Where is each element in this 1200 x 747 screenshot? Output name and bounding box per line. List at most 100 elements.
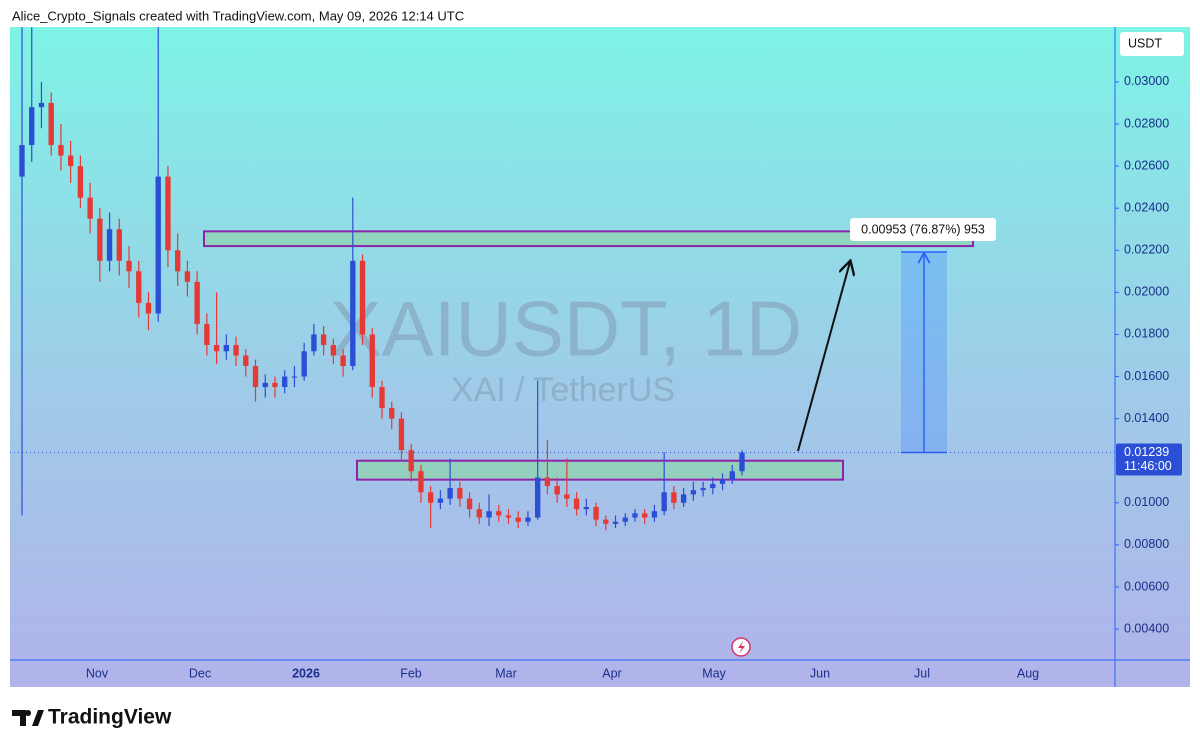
countdown-label: 11:46:00	[1124, 459, 1172, 473]
event-icon-bolt	[738, 641, 745, 654]
candle-body	[97, 218, 103, 261]
candle-body	[272, 382, 278, 388]
candle-body	[38, 102, 45, 108]
y-tick-label: 0.02000	[1124, 285, 1169, 299]
candle-body	[145, 302, 152, 314]
candle-body	[243, 355, 249, 367]
watermark-subtitle: XAI / TetherUS	[451, 371, 675, 409]
watermark-title: XAIUSDT, 1D	[330, 285, 802, 373]
measure-label-box	[850, 218, 996, 241]
y-tick-label: 0.00800	[1124, 537, 1169, 551]
x-tick-label: Apr	[602, 666, 621, 680]
candle-body	[603, 519, 609, 524]
candle-body	[87, 197, 93, 219]
candle-body	[77, 166, 84, 198]
candle-body	[262, 382, 268, 388]
y-tick-label: 0.00600	[1124, 579, 1169, 593]
candle-body	[573, 498, 580, 510]
candle-body	[350, 260, 356, 367]
y-tick-label: 0.02400	[1124, 200, 1169, 214]
candle-body	[437, 498, 444, 503]
candle-body	[48, 102, 54, 146]
y-tick-label: 0.01600	[1124, 369, 1169, 383]
candle-body	[583, 507, 589, 510]
x-tick-label: Jul	[914, 666, 930, 680]
chart-background	[10, 27, 1190, 687]
candle-body	[486, 511, 492, 518]
candle-body	[175, 250, 181, 272]
candle-body	[204, 323, 210, 345]
candle-body	[233, 344, 239, 356]
candle-body	[710, 483, 716, 489]
x-tick-label: 2026	[292, 666, 320, 680]
support-resistance-zone	[356, 459, 844, 481]
logo-text: TradingView	[48, 706, 172, 729]
y-tick-label: 0.01800	[1124, 327, 1169, 341]
candle-body	[680, 494, 687, 503]
candle-body	[690, 490, 697, 495]
currency-label: USDT	[1128, 36, 1162, 50]
x-tick-label: Aug	[1017, 666, 1039, 680]
candle-body	[719, 479, 726, 484]
candle-body	[729, 471, 735, 480]
candle-body	[564, 494, 570, 499]
candle-body	[466, 498, 473, 510]
candle-body	[671, 492, 677, 503]
y-tick-label: 0.01400	[1124, 411, 1169, 425]
candle-body	[408, 450, 414, 472]
candle-body	[369, 334, 375, 388]
y-tick-label: 0.03000	[1124, 74, 1169, 88]
candle-body	[67, 155, 74, 167]
candle-body	[155, 176, 161, 314]
candle-body	[19, 145, 25, 177]
candle-body	[29, 107, 35, 146]
y-tick-label: 0.02800	[1124, 116, 1169, 130]
candle-body	[282, 376, 288, 388]
candle-body	[515, 517, 521, 522]
candle-body	[252, 366, 259, 388]
candle-body	[311, 334, 317, 352]
candle-body	[700, 488, 706, 491]
candle-body	[476, 509, 482, 518]
candle-body	[165, 176, 171, 251]
candle-body	[535, 477, 541, 518]
candle-body	[194, 281, 200, 324]
y-tick-label: 0.00400	[1124, 621, 1169, 635]
candle-body	[116, 229, 122, 261]
candle-body	[505, 515, 512, 518]
header-text: Alice_Crypto_Signals created with Tradin…	[12, 8, 464, 23]
x-tick-label: May	[702, 666, 726, 680]
candle-body	[739, 452, 745, 472]
candle-body	[544, 477, 551, 486]
last-price-tag	[1116, 443, 1182, 476]
y-tick-label: 0.02600	[1124, 158, 1169, 172]
y-tick-label: 0.02200	[1124, 243, 1169, 257]
candle-body	[184, 271, 191, 282]
candle-body	[651, 511, 658, 518]
candle-body	[340, 355, 346, 367]
y-tick-label: 0.01000	[1124, 495, 1169, 509]
candle-body	[126, 260, 132, 272]
candle-body	[612, 521, 619, 524]
candle-body	[642, 513, 648, 518]
candle-body	[330, 344, 337, 356]
candle-body	[457, 488, 463, 499]
candle-body	[632, 513, 638, 518]
x-tick-label: Jun	[810, 666, 830, 680]
candle-body	[359, 260, 366, 335]
x-tick-label: Feb	[400, 666, 422, 680]
last-price-label: 0.01239	[1124, 445, 1169, 459]
candle-body	[427, 492, 434, 503]
candle-body	[418, 471, 424, 493]
candle-body	[379, 387, 385, 409]
candle-body	[593, 507, 599, 520]
candle-body	[622, 517, 628, 522]
candle-body	[136, 271, 142, 303]
projection-arrow	[797, 262, 850, 452]
measure-label: 0.00953 (76.87%) 953	[861, 222, 985, 236]
candle-body	[496, 511, 502, 516]
candle-body	[447, 488, 453, 499]
currency-box[interactable]	[1120, 32, 1184, 56]
candle-body	[525, 517, 531, 522]
